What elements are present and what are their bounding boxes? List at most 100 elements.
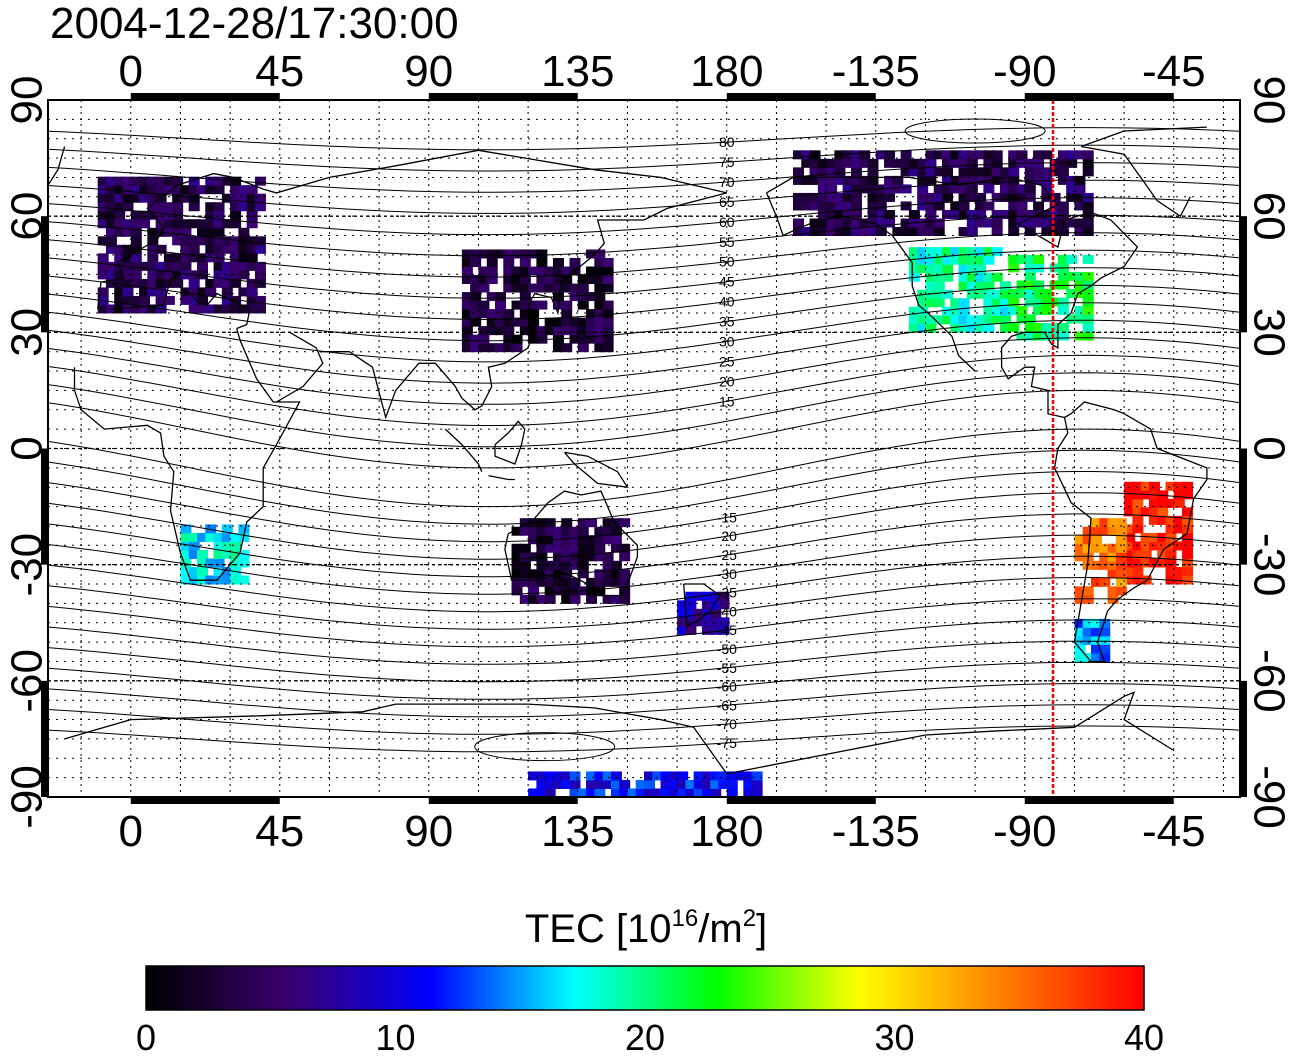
- tec-cell: [221, 193, 233, 203]
- tec-cell: [122, 278, 134, 288]
- tec-cell: [486, 326, 498, 336]
- mag-contour: [48, 354, 1240, 426]
- tec-cell: [817, 184, 829, 194]
- tec-cell: [942, 289, 953, 299]
- tec-cell: [834, 218, 846, 228]
- tec-cell: [1033, 306, 1045, 316]
- mag-contour: [48, 319, 1240, 384]
- tec-cell: [950, 158, 962, 168]
- mag-contour: [48, 704, 1240, 735]
- tec-cell: [586, 317, 598, 327]
- tec-cell: [942, 264, 953, 274]
- tec-cell: [528, 569, 540, 579]
- tec-cell: [147, 236, 159, 246]
- tec-cell: [197, 219, 208, 229]
- top-tick-label: 90: [404, 47, 453, 96]
- tec-cell: [594, 257, 606, 267]
- tec-cell: [552, 343, 564, 353]
- tec-cell: [1049, 323, 1061, 333]
- tec-cell: [180, 295, 192, 305]
- bottom-tick-label: -135: [832, 807, 920, 856]
- tec-cell: [594, 300, 606, 310]
- tec-cell: [1041, 209, 1053, 219]
- tec-cell: [1008, 150, 1020, 160]
- tec-cell: [586, 334, 598, 344]
- tec-cell: [486, 309, 498, 319]
- tec-cell: [139, 304, 151, 314]
- tec-cell: [122, 219, 134, 229]
- tec-cell: [933, 167, 945, 177]
- top-tick-label: -135: [832, 47, 920, 96]
- tec-cell: [155, 210, 167, 220]
- tec-cell: [188, 185, 200, 195]
- tec-cell: [577, 300, 589, 310]
- contour-label: 25: [719, 353, 735, 369]
- tec-cell: [850, 227, 862, 237]
- tec-cell: [1124, 532, 1136, 542]
- tec-cell: [552, 283, 564, 293]
- tec-cell: [561, 317, 573, 327]
- tec-cell: [1066, 271, 1078, 281]
- tec-cell: [221, 304, 233, 314]
- tec-cell: [155, 244, 167, 254]
- tec-cell: [205, 244, 217, 254]
- tec-cell: [1082, 158, 1094, 168]
- bottom-tick-label: 135: [541, 807, 614, 856]
- tec-cell: [221, 575, 233, 585]
- tec-cell: [975, 150, 987, 160]
- tec-cell: [1091, 543, 1102, 553]
- tec-cell: [1124, 507, 1136, 517]
- right-tick-label: -60: [1244, 649, 1292, 713]
- tec-cell: [163, 210, 175, 220]
- tec-cell: [950, 209, 962, 219]
- tec-cell: [528, 309, 540, 319]
- tec-cell: [867, 201, 879, 211]
- tec-cell: [619, 779, 631, 789]
- tec-cell: [221, 532, 233, 542]
- tec-cell: [793, 167, 804, 177]
- tec-cell: [1140, 558, 1152, 568]
- tec-cell: [710, 600, 722, 610]
- tec-cell: [238, 575, 250, 585]
- coastline: [444, 428, 483, 472]
- tec-cell: [817, 192, 829, 202]
- tec-cell: [122, 287, 134, 297]
- contour-label: 40: [719, 294, 735, 310]
- tec-cell: [1099, 635, 1111, 645]
- tec-cell: [635, 788, 647, 797]
- tec-cell: [1024, 209, 1036, 219]
- tec-cell: [834, 209, 846, 219]
- tec-cell: [197, 532, 208, 542]
- tec-cell: [1033, 331, 1045, 341]
- tec-cell: [528, 334, 540, 344]
- tec-cell: [1041, 167, 1053, 177]
- tec-cell: [586, 266, 598, 276]
- tec-cell: [594, 249, 606, 259]
- contour-label: 30: [719, 333, 735, 349]
- tec-cell: [602, 309, 614, 319]
- tec-cell: [246, 278, 258, 288]
- tec-cell: [850, 209, 862, 219]
- tec-cell: [536, 283, 548, 293]
- tec-cell: [238, 202, 250, 212]
- tec-cell: [942, 175, 953, 185]
- tec-cell: [197, 261, 208, 271]
- tec-cell: [933, 192, 945, 202]
- tec-region: [793, 150, 1094, 237]
- tec-cell: [544, 771, 556, 781]
- tec-cell: [586, 586, 598, 596]
- contour-label: 70: [719, 174, 735, 190]
- tec-cell: [105, 244, 117, 254]
- tec-cell: [1024, 297, 1036, 307]
- tec-cell: [958, 167, 970, 177]
- tec-cell: [230, 244, 242, 254]
- tec-cell: [966, 315, 978, 325]
- tec-cell: [569, 788, 581, 797]
- frame-bar-right: [1240, 216, 1247, 333]
- frame-bar-top: [130, 93, 280, 100]
- tec-cell: [254, 270, 266, 280]
- tec-cell: [999, 298, 1011, 308]
- tec-cell: [238, 270, 250, 280]
- tec-cell: [991, 227, 1003, 237]
